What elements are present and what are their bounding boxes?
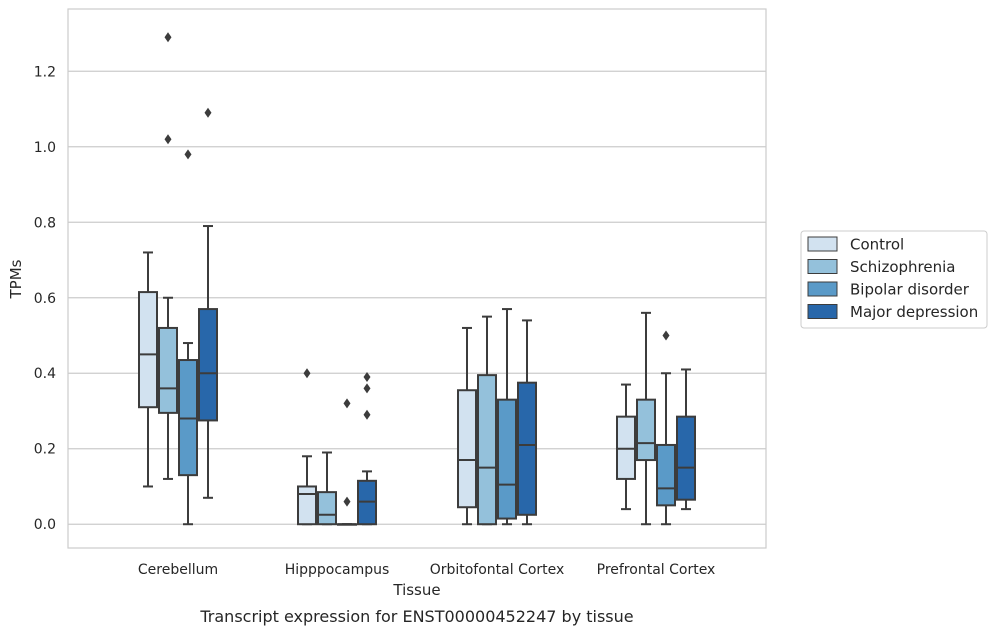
y-axis-label: TPMs <box>7 259 25 299</box>
outlier-point <box>184 149 192 160</box>
y-tick-labels: 0.0 0.2 0.4 0.6 0.8 1.0 1.2 <box>34 64 56 533</box>
box-1-1 <box>317 451 337 526</box>
box-iqr <box>636 398 656 462</box>
y-tick-label: 0.2 <box>34 442 56 458</box>
y-tick-label: 0.8 <box>34 215 56 231</box>
y-tick-label: 1.0 <box>34 140 56 156</box>
box-0-2 <box>178 149 198 526</box>
box-iqr <box>138 291 158 409</box>
x-axis-label: Tissue <box>392 581 440 599</box>
y-tick-label: 0.6 <box>34 291 56 307</box>
x-tick-label: Prefrontal Cortex <box>597 562 716 578</box>
outlier-point <box>363 372 371 383</box>
box-1-3 <box>357 372 377 526</box>
legend-label: Control <box>850 236 904 254</box>
box-2-3 <box>517 319 537 526</box>
box-1-0 <box>297 368 317 526</box>
box-3-1 <box>636 311 656 526</box>
box-3-0 <box>616 383 636 511</box>
legend: Control Schizophrenia Bipolar disorder Majo… <box>800 230 988 329</box>
x-tick-label: Hipppocampus <box>285 562 390 578</box>
outlier-point <box>343 398 351 409</box>
y-tick-label: 0.4 <box>34 366 56 382</box>
box-iqr <box>517 381 537 516</box>
legend-label: Major depression <box>850 303 978 321</box>
box-iqr <box>198 308 218 422</box>
legend-swatch <box>807 259 838 274</box>
box-iqr <box>656 443 676 507</box>
box-iqr <box>158 326 178 414</box>
legend-swatch <box>807 236 838 252</box>
box-iqr <box>317 491 337 526</box>
y-tick-label: 0.0 <box>34 517 56 533</box>
box-2-1 <box>477 315 497 526</box>
box-2-2 <box>497 308 517 526</box>
box-2-0 <box>457 326 477 526</box>
box-iqr <box>497 398 517 520</box>
box-iqr <box>297 485 317 526</box>
outlier-point <box>343 496 351 507</box>
outlier-point <box>303 368 311 379</box>
outlier-point <box>363 383 371 394</box>
plot-frame <box>67 8 767 549</box>
box-3-2 <box>656 330 676 526</box>
outlier-point <box>662 330 670 341</box>
x-tick-labels: Cerebellum Hipppocampus Orbitofontal Corte… <box>138 562 715 578</box>
legend-frame <box>800 230 988 329</box>
box-3-3 <box>676 368 696 511</box>
legend-swatch <box>807 304 838 319</box>
box-0-3 <box>198 107 218 499</box>
box-1-2 <box>337 398 357 526</box>
chart-caption: Transcript expression for ENST0000045224… <box>199 607 633 626</box>
legend-label: Schizophrenia <box>850 258 955 276</box>
box-0-1 <box>158 32 178 480</box>
box-iqr <box>676 415 696 501</box>
y-tick-label: 1.2 <box>34 64 56 80</box>
box-0-0 <box>138 251 158 488</box>
x-tick-label: Cerebellum <box>138 562 218 578</box>
outlier-point <box>363 409 371 420</box>
outlier-point <box>164 134 172 145</box>
outlier-point <box>204 107 212 118</box>
box-iqr <box>457 389 477 509</box>
legend-swatch <box>807 281 838 297</box>
outlier-point <box>164 32 172 43</box>
x-tick-label: Orbitofontal Cortex <box>430 562 565 578</box>
box-iqr <box>477 374 497 526</box>
legend-label: Bipolar disorder <box>850 281 970 299</box>
boxes <box>138 32 696 526</box>
